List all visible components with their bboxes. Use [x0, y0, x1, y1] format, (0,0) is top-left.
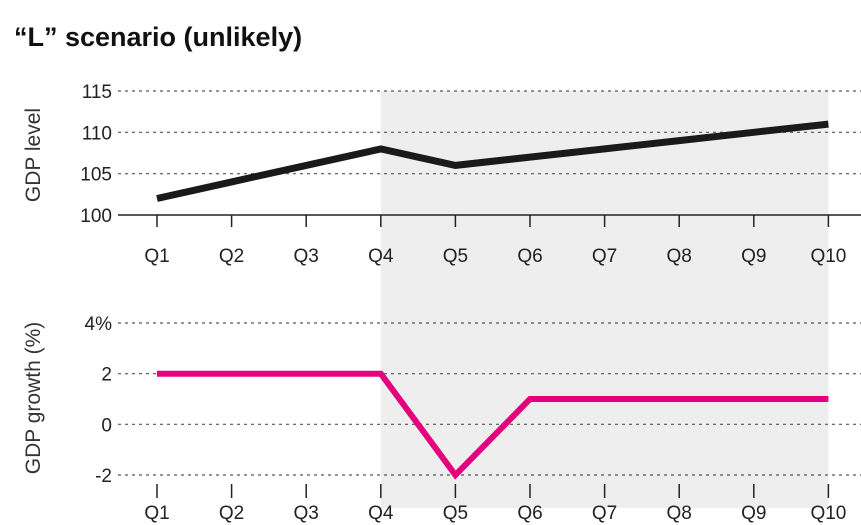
y-axis-label: GDP level [22, 108, 45, 202]
x-tick-label: Q4 [368, 503, 394, 524]
shaded-region [380, 91, 829, 508]
chart-title: “L” scenario (unlikely) [14, 22, 302, 52]
gdp-growth-panel: GDP growth (%) -2 0 2 4% Q1 Q2 Q3 Q4 Q5 Q6 Q7 Q8 Q9… [22, 314, 861, 524]
x-tick-label: Q3 [294, 246, 319, 267]
gdp-level-panel: GDP level 100 105 110 115 Q1 Q2 Q3 Q4 Q5 Q6 Q7 Q8 Q… [22, 82, 861, 267]
y-tick-label: -2 [95, 466, 112, 487]
x-tick-label: Q4 [368, 246, 394, 267]
x-tick-label: Q2 [219, 246, 244, 267]
y-axis-label: GDP growth (%) [22, 322, 45, 475]
x-tick-label: Q6 [517, 246, 542, 267]
x-tick-label: Q3 [294, 503, 319, 524]
y-tick-label: 100 [80, 206, 112, 227]
x-tick-label: Q7 [592, 503, 617, 524]
y-tick-label: 105 [80, 165, 112, 186]
y-tick-label: 0 [101, 415, 112, 436]
x-tick-label: Q1 [144, 246, 169, 267]
x-tick-label: Q8 [667, 246, 692, 267]
x-tick-label: Q9 [741, 246, 766, 267]
series-line [156, 120, 829, 202]
x-tick-label: Q1 [144, 503, 169, 524]
x-tick-label: Q8 [667, 503, 692, 524]
x-tick-label: Q2 [219, 503, 244, 524]
y-tick-label: 110 [82, 123, 112, 144]
series-line [157, 370, 829, 480]
y-tick-label: 115 [82, 82, 112, 103]
x-tick-label: Q10 [810, 246, 846, 267]
x-tick-label: Q5 [443, 246, 468, 267]
x-tick-label: Q10 [810, 503, 846, 524]
x-tick-label: Q7 [592, 246, 617, 267]
x-tick-label: Q6 [517, 503, 542, 524]
y-tick-label: 4% [85, 314, 113, 335]
y-tick-label: 2 [101, 365, 112, 386]
x-tick-label: Q5 [443, 503, 468, 524]
x-tick-label: Q9 [741, 503, 766, 524]
